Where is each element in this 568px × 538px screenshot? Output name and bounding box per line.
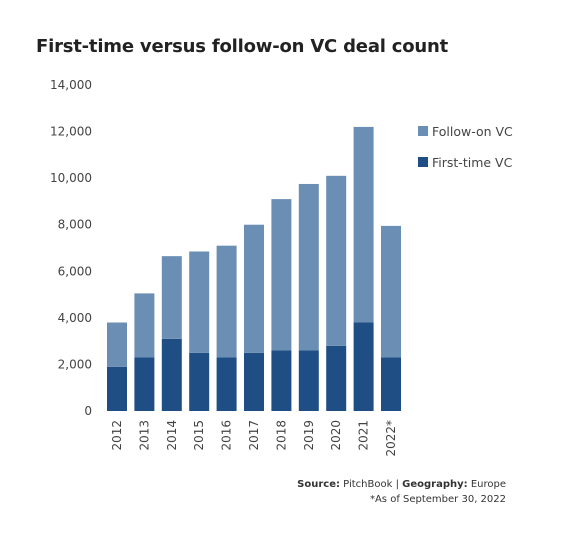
y-axis: 14,000 12,000 10,000 8,000 6,000 4,000 2,000 0 xyxy=(50,78,92,418)
source-value: PitchBook xyxy=(343,479,393,490)
bar-follow-on-vc-2016 xyxy=(216,245,237,358)
x-tick-label: 2022* xyxy=(384,420,398,457)
x-tick-label: 2014 xyxy=(165,420,179,451)
y-tick-label: 0 xyxy=(84,404,92,418)
y-tick-label: 4,000 xyxy=(58,311,92,325)
as-of-note: *As of September 30, 2022 xyxy=(369,494,506,505)
legend: Follow-on VC First-time VC xyxy=(418,124,513,170)
bar-first-time-vc-2016 xyxy=(216,357,237,411)
bar-follow-on-vc-2019 xyxy=(298,183,319,351)
y-tick-label: 10,000 xyxy=(50,171,92,185)
bar-follow-on-vc-2012 xyxy=(107,322,127,367)
bar-follow-on-vc-2017 xyxy=(244,224,264,353)
y-tick-label: 12,000 xyxy=(50,125,92,139)
x-tick-label: 2017 xyxy=(247,420,261,451)
legend-swatch xyxy=(418,157,428,167)
legend-label: First-time VC xyxy=(432,155,513,170)
legend-swatch xyxy=(418,126,428,136)
y-tick-label: 6,000 xyxy=(58,264,92,278)
x-axis: 2012 2013 2014 2015 2016 2017 2018 2019 2020 2021… xyxy=(110,420,398,457)
y-tick-label: 2,000 xyxy=(58,357,92,371)
bar-first-time-vc-2012 xyxy=(107,366,127,411)
bar-follow-on-vc-2020 xyxy=(326,175,347,346)
bar-first-time-vc-2022 xyxy=(381,357,401,411)
bar-follow-on-vc-2014 xyxy=(161,256,182,339)
geography-value: Europe xyxy=(470,479,506,490)
bar-follow-on-vc-2015 xyxy=(189,251,210,353)
x-tick-label: 2012 xyxy=(110,420,124,451)
x-tick-label: 2013 xyxy=(137,420,151,451)
bars xyxy=(107,126,401,411)
bar-follow-on-vc-2021 xyxy=(353,126,374,323)
x-tick-label: 2019 xyxy=(302,420,316,451)
x-tick-label: 2018 xyxy=(274,420,288,451)
bar-first-time-vc-2020 xyxy=(326,345,347,411)
separator: | xyxy=(392,479,403,490)
bar-follow-on-vc-2013 xyxy=(134,293,155,358)
y-tick-label: 8,000 xyxy=(58,218,92,232)
bar-first-time-vc-2015 xyxy=(189,352,210,411)
source-note: Source: PitchBook | Geography: Europe *A… xyxy=(297,477,506,507)
bar-first-time-vc-2017 xyxy=(244,352,264,411)
bar-follow-on-vc-2018 xyxy=(271,199,292,351)
x-tick-label: 2021 xyxy=(357,420,371,451)
chart-title: First-time versus follow-on VC deal coun… xyxy=(36,36,449,57)
bar-follow-on-vc-2022 xyxy=(381,225,401,358)
x-tick-label: 2020 xyxy=(329,420,343,451)
bar-first-time-vc-2019 xyxy=(298,350,319,411)
bar-first-time-vc-2018 xyxy=(271,350,292,411)
geography-label: Geography: xyxy=(402,479,468,490)
source-label: Source: xyxy=(297,479,340,490)
bar-first-time-vc-2013 xyxy=(134,357,155,411)
bar-first-time-vc-2021 xyxy=(353,322,374,411)
y-tick-label: 14,000 xyxy=(50,78,92,92)
legend-label: Follow-on VC xyxy=(432,124,513,139)
x-tick-label: 2016 xyxy=(220,420,234,451)
x-tick-label: 2015 xyxy=(192,420,206,451)
bar-first-time-vc-2014 xyxy=(161,338,182,411)
source-line: Source: PitchBook | Geography: Europe xyxy=(297,477,506,492)
